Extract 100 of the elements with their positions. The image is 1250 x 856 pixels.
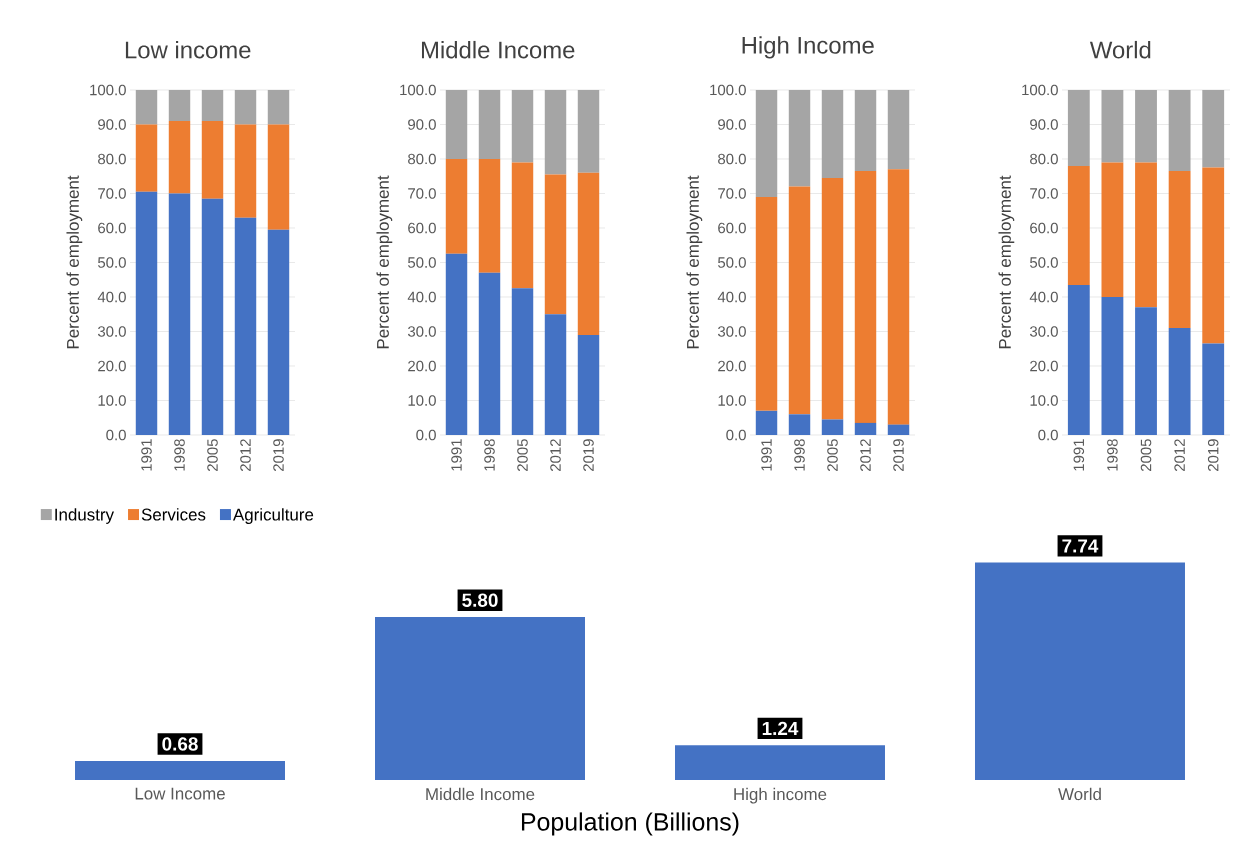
- x-tick-label: 2019: [893, 439, 904, 471]
- bar: [267, 124, 290, 230]
- y-tick-label: 40.0: [1029, 291, 1058, 303]
- x-tick-label: 1998: [1107, 439, 1118, 471]
- y-tick-label: 30.0: [97, 326, 126, 337]
- bar: [821, 89, 844, 178]
- y-tick-label: 20.0: [1030, 360, 1058, 372]
- chart-title: World: [1089, 40, 1151, 59]
- y-tick-label: 100.0: [400, 84, 436, 96]
- bar: [511, 89, 534, 163]
- y-tick-label: 60.0: [98, 222, 126, 234]
- y-tick-label: 30.0: [1029, 326, 1058, 337]
- y-tick-label: 50.0: [718, 257, 746, 268]
- bar: [821, 177, 844, 420]
- bar: [375, 617, 585, 780]
- y-axis-title: Percent of employment: [66, 175, 83, 349]
- y-tick-label: 0.0: [416, 429, 436, 441]
- bar: [755, 89, 778, 197]
- bar: [168, 89, 191, 122]
- y-axis-title: Percent of employment: [686, 175, 703, 349]
- x-tick-label: 2005: [207, 439, 218, 471]
- data-label: 1.24: [762, 721, 799, 735]
- bar: [511, 162, 534, 289]
- x-tick-label: 1991: [1073, 439, 1085, 471]
- x-tick-label: Middle Income: [426, 787, 535, 801]
- y-tick-label: 30.0: [717, 326, 746, 337]
- x-tick-label: 2012: [240, 439, 251, 471]
- y-tick-label: 50.0: [408, 257, 436, 268]
- bar: [854, 89, 877, 172]
- x-tick-label: 2005: [1140, 439, 1152, 471]
- y-tick-label: 30.0: [407, 326, 436, 337]
- bar: [675, 745, 885, 780]
- y-tick-label: 100.0: [1022, 84, 1058, 96]
- bar: [201, 121, 224, 199]
- y-tick-label: 80.0: [1030, 153, 1058, 165]
- bar: [1067, 165, 1090, 285]
- bar: [478, 272, 501, 435]
- bar: [788, 414, 811, 435]
- x-tick-label: 1991: [141, 439, 152, 471]
- y-tick-label: 70.0: [718, 188, 746, 199]
- bar: [544, 89, 567, 175]
- bar: [267, 229, 290, 435]
- y-tick-label: 10.0: [1030, 395, 1058, 406]
- bar: [1168, 328, 1191, 435]
- bar: [1101, 89, 1124, 163]
- y-tick-label: 20.0: [718, 360, 746, 372]
- bar: [974, 562, 1185, 780]
- bar: [1202, 89, 1225, 168]
- bar: [887, 89, 910, 170]
- bar: [1067, 89, 1090, 166]
- chart-title: Low income: [125, 40, 251, 59]
- bar: [1101, 296, 1124, 435]
- bar: [577, 172, 600, 335]
- y-tick-label: 80.0: [98, 153, 126, 165]
- y-tick-label: 10.0: [98, 395, 126, 406]
- bar: [544, 314, 567, 435]
- x-tick-label: 2012: [550, 439, 561, 471]
- bar: [854, 171, 877, 423]
- chart-title: High Income: [742, 36, 874, 59]
- x-tick-label: 1991: [451, 439, 462, 471]
- legend-label: Industry: [55, 508, 114, 524]
- bar: [75, 760, 285, 780]
- bar: [445, 158, 468, 254]
- x-tick-label: 1998: [794, 439, 805, 471]
- bar: [135, 124, 158, 192]
- y-tick-label: 40.0: [717, 291, 746, 303]
- bar: [478, 158, 501, 273]
- y-tick-label: 60.0: [1030, 222, 1058, 234]
- y-tick-label: 90.0: [408, 119, 436, 130]
- bar: [234, 89, 257, 125]
- y-tick-label: 20.0: [98, 360, 126, 372]
- bar: [267, 89, 290, 125]
- y-tick-label: 70.0: [98, 188, 126, 199]
- data-label: 5.80: [462, 593, 498, 607]
- bar: [887, 169, 910, 425]
- y-tick-label: 50.0: [98, 257, 126, 268]
- y-tick-label: 100.0: [710, 84, 746, 96]
- bar: [234, 124, 257, 218]
- bar: [1101, 162, 1124, 297]
- y-tick-label: 0.0: [1038, 429, 1058, 441]
- data-label: 0.68: [162, 737, 198, 751]
- bar: [445, 89, 468, 159]
- bar: [887, 424, 910, 435]
- bar: [168, 193, 191, 435]
- y-tick-label: 70.0: [1030, 188, 1058, 199]
- x-tick-label: 1998: [174, 439, 185, 471]
- legend-label: Services: [141, 508, 206, 521]
- y-tick-label: 60.0: [718, 222, 746, 234]
- bar: [577, 89, 600, 173]
- bar: [755, 196, 778, 411]
- bar: [1202, 167, 1225, 344]
- bar: [234, 217, 257, 435]
- x-tick-label: Low Income: [135, 787, 225, 800]
- y-axis-title: Percent of employment: [376, 175, 393, 349]
- bar: [821, 419, 844, 435]
- bar: [1202, 343, 1225, 435]
- bar: [445, 253, 468, 435]
- y-tick-label: 90.0: [718, 119, 746, 130]
- x-tick-label: 2019: [1207, 439, 1219, 471]
- y-tick-label: 0.0: [726, 429, 746, 441]
